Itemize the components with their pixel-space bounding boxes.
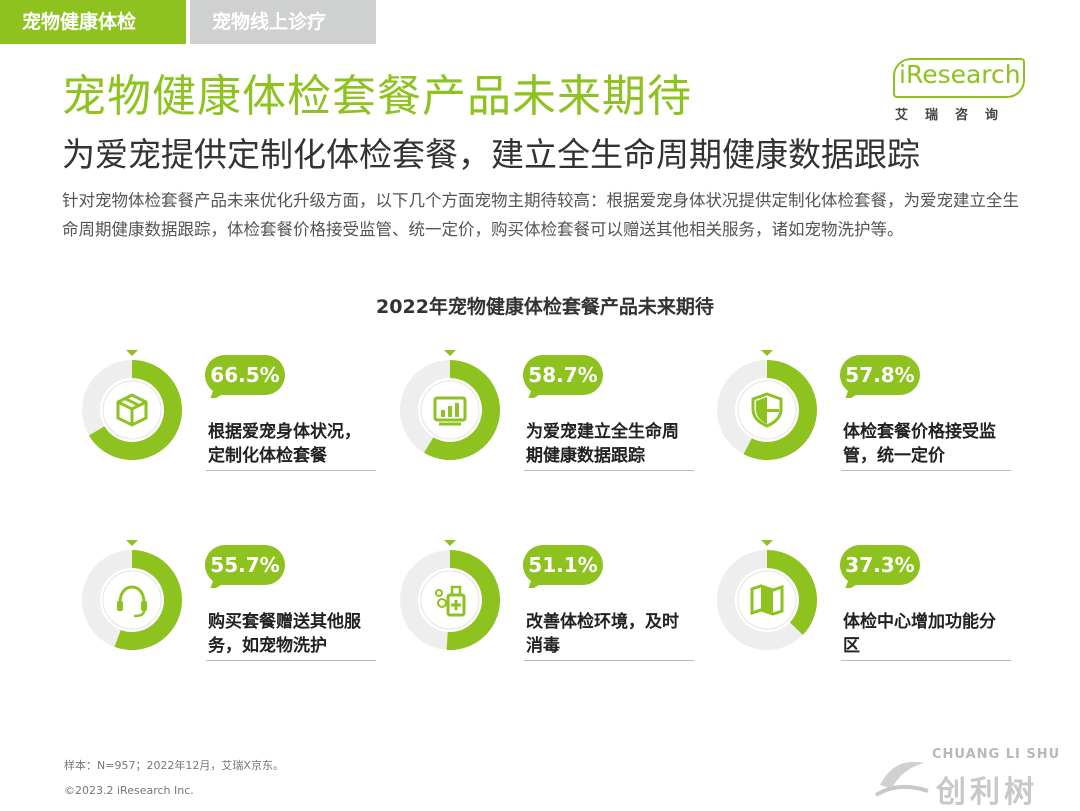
category-label: 改善体检环境，及时消毒 (526, 612, 679, 656)
donut-item: 51.1% 改善体检环境，及时消毒 (388, 538, 718, 698)
value-bubble (205, 545, 285, 588)
value-bubble (840, 545, 920, 588)
value-bubble (523, 545, 603, 588)
donut-item: 37.3% 体检中心增加功能分区 (705, 538, 1035, 698)
donut-value-arc (88, 360, 182, 460)
page-description: 针对宠物体检套餐产品未来优化升级方面，以下几个方面宠物主期待较高：根据爱宠身体状… (62, 191, 1019, 239)
donut-marker (126, 350, 138, 356)
tab-pet-health-check[interactable]: 宠物健康体检 (0, 0, 186, 44)
category-label: 为爱宠建立全生命周期健康数据跟踪 (526, 422, 679, 466)
donut-marker (761, 540, 773, 546)
donut-item: 58.7% 为爱宠建立全生命周期健康数据跟踪 (388, 348, 718, 508)
donut-value-arc (743, 360, 817, 460)
box-icon (112, 390, 152, 430)
tab-bar: 宠物健康体检 宠物线上诊疗 (0, 0, 376, 44)
donut-item: 57.8% 体检套餐价格接受监管，统一定价 (705, 348, 1035, 508)
sample-note: 样本：N=957；2022年12月，艾瑞X京东。 (64, 759, 284, 772)
donut-hole (102, 570, 162, 630)
value-bubble (523, 355, 603, 398)
donut-chart (82, 540, 183, 650)
watermark-cn: 创利树 (936, 775, 1038, 810)
divider (524, 660, 694, 661)
headset-icon (112, 580, 152, 620)
category-label: 根据爱宠身体状况，定制化体检套餐 (208, 422, 361, 466)
divider (841, 660, 1011, 661)
logo-cn-text: 艾瑞咨询 (895, 108, 1016, 123)
donut-marker (444, 350, 456, 356)
donut-value-arc (446, 550, 501, 650)
donut-value-arc (424, 360, 500, 460)
donut-marker (126, 540, 138, 546)
sanitizer-icon (430, 580, 470, 620)
value-label: 37.3% (845, 553, 915, 577)
watermark-en: CHUANG LI SHU (932, 747, 1061, 762)
value-label: 58.7% (528, 363, 598, 387)
copyright: ©2023.2 iResearch Inc. (64, 784, 194, 797)
donut-marker (444, 540, 456, 546)
logo-frame (893, 58, 1025, 98)
value-label: 55.7% (210, 553, 280, 577)
donut-item: 55.7% 购买套餐赠送其他服务，如宠物洗护 (70, 538, 400, 698)
tab-pet-online-diagnosis[interactable]: 宠物线上诊疗 (190, 0, 376, 44)
watermark-wave-icon (874, 761, 929, 797)
chart-title: 2022年宠物健康体检套餐产品未来期待 (376, 296, 714, 318)
donut-chart (82, 350, 182, 460)
donut-marker (761, 350, 773, 356)
category-label: 体检套餐价格接受监管，统一定价 (843, 422, 996, 466)
divider (841, 470, 1011, 471)
page-subtitle: 为爱宠提供定制化体检套餐，建立全生命周期健康数据跟踪 (62, 135, 920, 174)
shield-icon (747, 390, 787, 430)
iresearch-logo: iResearch 艾瑞咨询 (893, 58, 1028, 128)
category-label: 体检中心增加功能分区 (843, 612, 996, 656)
divider (206, 470, 376, 471)
value-label: 57.8% (845, 363, 915, 387)
map-icon (747, 580, 787, 620)
divider (524, 470, 694, 471)
donut-item: 66.5% 根据爱宠身体状况，定制化体检套餐 (70, 348, 400, 508)
value-bubble (840, 355, 920, 398)
category-label: 购买套餐赠送其他服务，如宠物洗护 (208, 612, 361, 656)
value-bubble (205, 355, 285, 398)
bar-chart-icon (430, 390, 470, 430)
value-label: 51.1% (528, 553, 598, 577)
watermark: CHUANG LI SHU 创利树 (872, 745, 1072, 810)
donut-value-arc (114, 550, 183, 650)
logo-text: iResearch (899, 60, 1021, 89)
page-title: 宠物健康体检套餐产品未来期待 (62, 71, 692, 122)
donut-value-arc (767, 550, 817, 635)
divider (206, 660, 376, 661)
value-label: 66.5% (210, 363, 280, 387)
